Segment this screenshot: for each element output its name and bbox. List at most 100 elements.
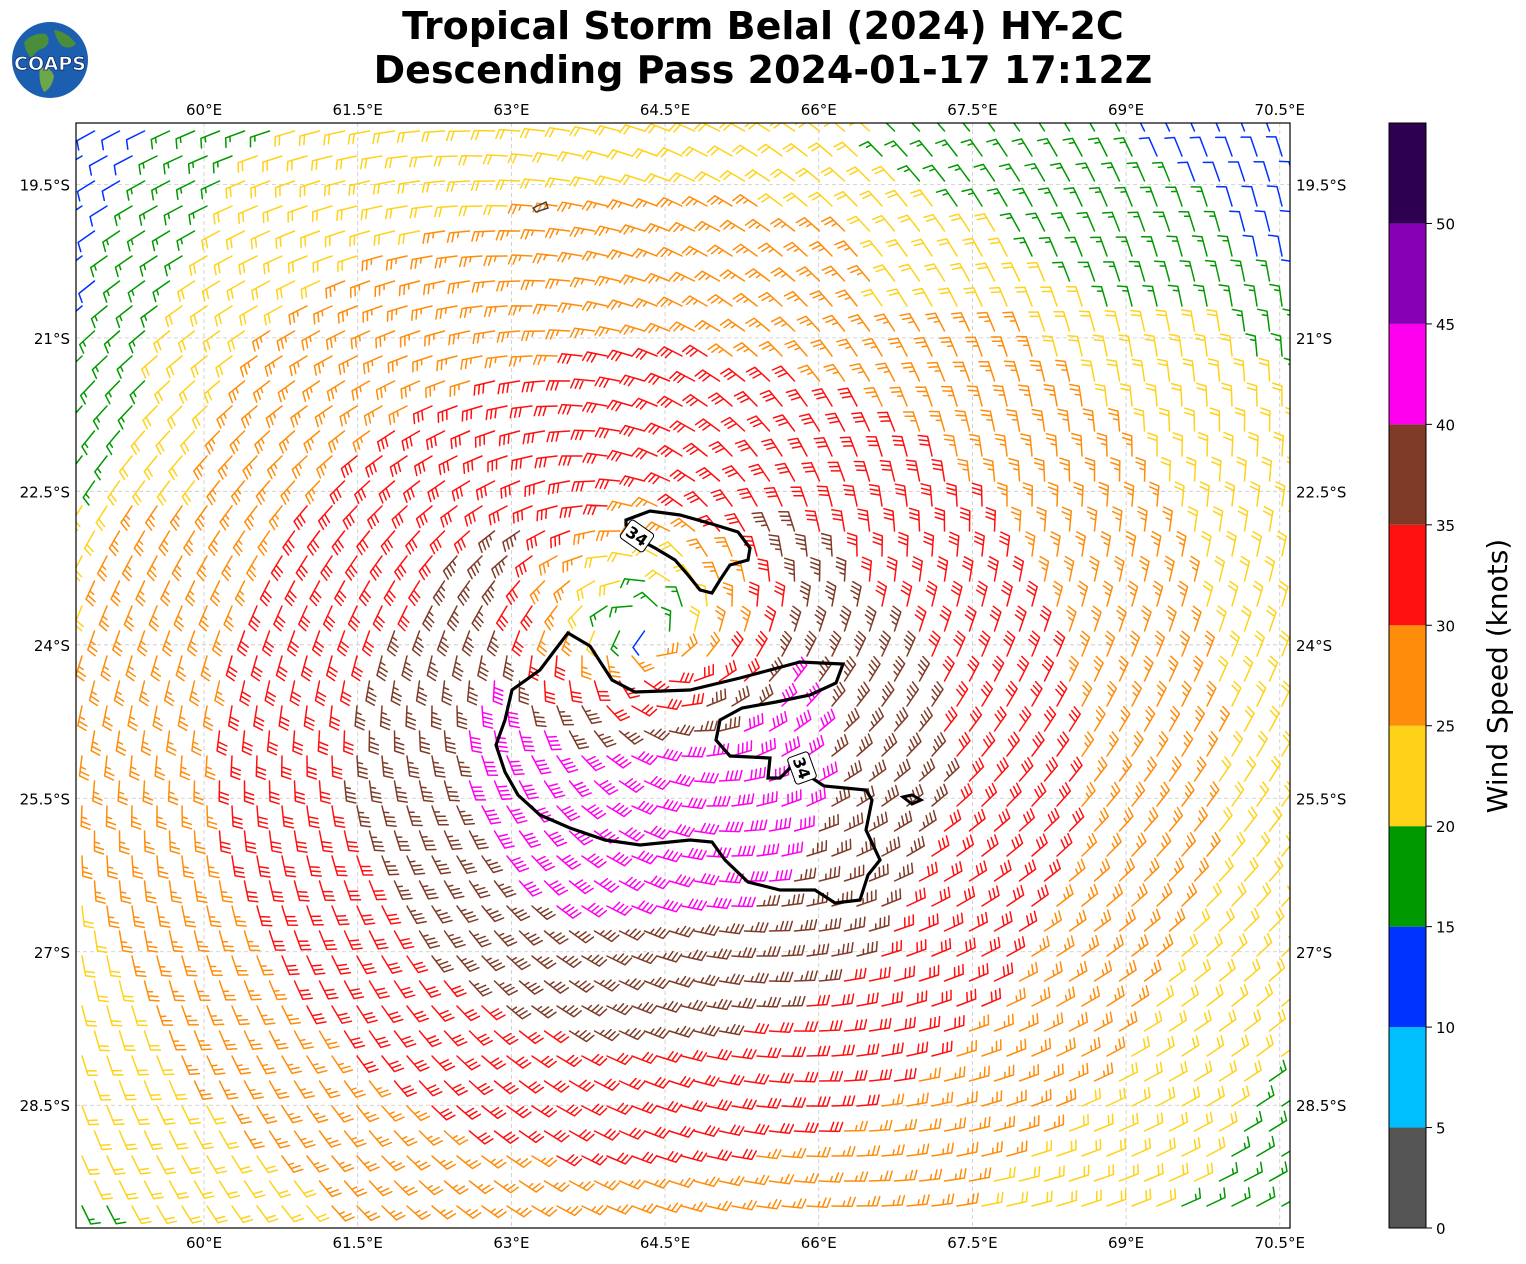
wind-barb (718, 659, 737, 682)
wind-barb (993, 706, 1007, 732)
wind-barb (606, 901, 633, 916)
wind-barb (410, 255, 433, 270)
wind-barb (1106, 680, 1118, 707)
wind-barb (665, 586, 683, 607)
wind-barb (521, 380, 546, 393)
wind-barb (508, 355, 533, 367)
wind-barb (435, 305, 458, 320)
wind-barb (1193, 1060, 1213, 1082)
wind-barb (906, 1143, 930, 1157)
wind-barb (569, 277, 596, 288)
wind-barb (831, 993, 855, 1007)
wind-barb (493, 980, 518, 996)
wind-barb (281, 955, 300, 976)
wind-barb (418, 980, 442, 998)
wind-barb (131, 1205, 152, 1225)
wind-barb (631, 496, 658, 508)
wind-barb (281, 1055, 303, 1075)
wind-barb (986, 188, 1008, 207)
wind-barb (594, 376, 621, 388)
wind-barb (1100, 531, 1112, 557)
wind-barb (923, 213, 946, 232)
wind-barb (397, 230, 421, 246)
wind-barb (731, 793, 755, 807)
wind-barb (706, 1099, 733, 1111)
wind-barb (1164, 123, 1171, 132)
wind-barb (1088, 186, 1108, 207)
wind-barb (414, 455, 433, 477)
wind-barb (295, 555, 308, 581)
wind-barb (1199, 481, 1210, 507)
wind-barb (402, 480, 421, 503)
wind-barb (543, 830, 568, 847)
wind-barb (715, 605, 726, 632)
wind-barb (808, 191, 833, 207)
wind-barb (76, 205, 83, 211)
wind-barb (1038, 555, 1050, 582)
wind-barb (1129, 630, 1141, 657)
wind-barb (320, 555, 333, 581)
wind-barb (236, 630, 249, 657)
wind-barb (918, 1015, 941, 1032)
colorbar-bin (1389, 826, 1426, 927)
logo-text: COAPS (14, 53, 86, 75)
wind-barb (78, 280, 96, 304)
wind-barb (218, 1080, 239, 1100)
wind-barb (257, 530, 271, 556)
wind-barb (313, 305, 333, 325)
wind-barb (1204, 630, 1216, 657)
wind-barb (656, 1202, 683, 1213)
wind-barb (306, 855, 323, 877)
wind-barb (1056, 1190, 1078, 1207)
wind-barb (362, 305, 383, 323)
wind-barb (1043, 1063, 1064, 1082)
wind-barb (331, 1005, 353, 1024)
wind-barb (570, 429, 596, 441)
wind-barb (745, 366, 771, 382)
wind-barb (823, 363, 846, 382)
wind-barb (350, 330, 371, 350)
wind-barb (856, 733, 873, 757)
wind-barb (481, 1155, 507, 1169)
wind-barb (756, 1097, 782, 1109)
wind-barb (343, 730, 354, 756)
wind-barb (632, 630, 646, 656)
wind-barb (707, 392, 733, 407)
wind-barb (156, 855, 169, 879)
wind-barb (896, 165, 921, 182)
wind-barb (1218, 857, 1234, 882)
wind-barb (989, 605, 1002, 632)
wind-barb (218, 780, 230, 805)
wind-barb (175, 180, 196, 201)
wind-barb (268, 780, 280, 805)
wind-barb (1196, 382, 1208, 407)
wind-barb (481, 1105, 507, 1120)
wind-barb (532, 354, 558, 366)
wind-barb (263, 255, 283, 275)
wind-barb (906, 1092, 929, 1107)
wind-barb (381, 855, 400, 876)
wind-barb (117, 405, 133, 430)
wind-barb (557, 302, 583, 313)
wind-barb (156, 805, 167, 830)
wind-barb (849, 363, 871, 382)
wind-barb (113, 680, 125, 707)
wind-barb (1281, 885, 1290, 907)
wind-barb (1008, 457, 1021, 482)
wind-barb (1068, 1011, 1089, 1032)
wind-barb (1166, 605, 1177, 632)
wind-barb (329, 480, 346, 505)
wind-barb (422, 230, 446, 245)
wind-barb (256, 1055, 277, 1075)
wind-barb (992, 655, 1005, 682)
wind-barb (1286, 456, 1290, 464)
wind-barb (772, 414, 796, 432)
wind-barbs (76, 123, 1290, 1225)
colorbar-bin (1389, 926, 1426, 1028)
wind-barb (781, 1097, 807, 1108)
wind-barb (290, 405, 308, 428)
wind-barb (316, 455, 333, 479)
wind-barb (493, 780, 513, 801)
wind-barb (306, 955, 326, 975)
wind-barb (569, 126, 596, 137)
